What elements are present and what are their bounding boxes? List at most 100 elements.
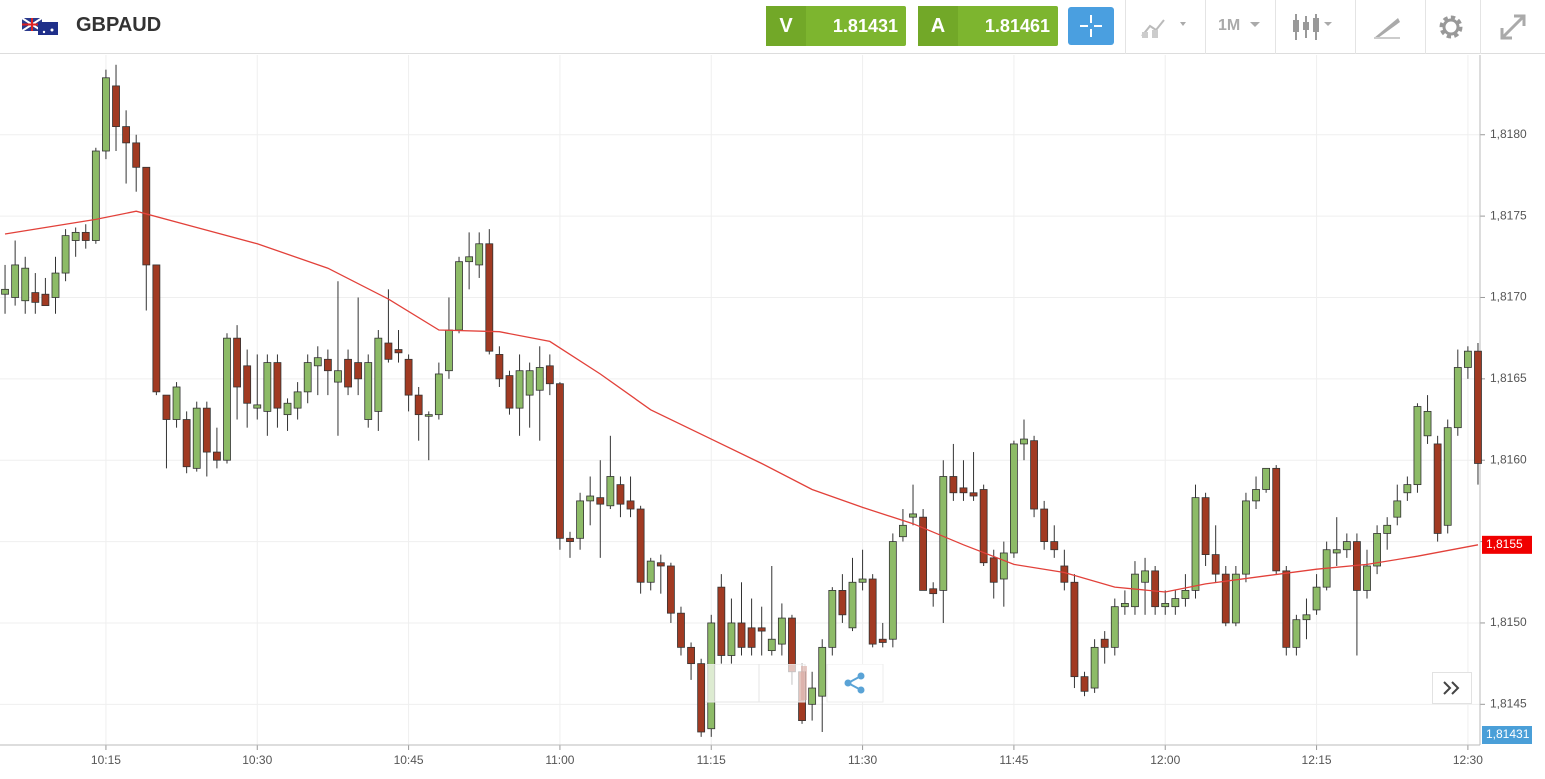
draw-tool-button[interactable]	[1372, 14, 1402, 40]
candle-body	[969, 492, 978, 497]
x-tick-label: 11:45	[999, 753, 1028, 767]
candle-body	[939, 476, 948, 591]
separator	[1425, 0, 1426, 54]
candle-body	[1050, 541, 1059, 551]
candle-body	[656, 562, 665, 567]
candle-body	[344, 358, 352, 388]
flag-icons	[22, 18, 58, 35]
candle-body	[142, 166, 151, 266]
candle-body	[1403, 484, 1412, 494]
candle-body	[999, 552, 1008, 580]
candle-body	[81, 231, 90, 241]
candle-body	[1272, 467, 1281, 572]
price-badge-label: 1,81431	[1486, 727, 1530, 741]
candle-body	[152, 264, 161, 393]
candle-body	[172, 386, 181, 420]
candle-body	[233, 337, 241, 388]
candle-body	[213, 451, 221, 461]
candle-body	[1120, 603, 1129, 608]
candle-body	[636, 508, 645, 583]
candle-body	[545, 365, 554, 385]
candle-body	[1363, 565, 1371, 591]
ask-button[interactable]: A 1.81461	[918, 6, 1058, 46]
candle-body	[434, 373, 443, 416]
candle-body	[858, 578, 867, 583]
candle-body	[1474, 350, 1482, 464]
candle-type-button[interactable]	[1290, 12, 1334, 42]
candle-body	[475, 243, 484, 266]
x-tick-label: 11:30	[848, 753, 877, 767]
candle-body	[848, 581, 857, 629]
candle-body	[485, 243, 494, 352]
candle-body	[182, 419, 191, 468]
x-tick-label: 12:15	[1302, 753, 1332, 767]
candle-body	[1151, 570, 1160, 608]
fullscreen-button[interactable]	[1498, 12, 1528, 42]
candle-body	[1433, 443, 1442, 534]
candle-body	[606, 476, 615, 507]
candle-body	[1413, 406, 1422, 486]
bid-button[interactable]: V 1.81431	[766, 6, 906, 46]
candle-body	[1141, 570, 1149, 583]
ask-price: 1.81461	[984, 16, 1050, 36]
candle-body	[223, 337, 231, 461]
y-tick-label: 1,8150	[1490, 615, 1527, 629]
chart-type-button[interactable]	[1140, 14, 1192, 40]
candle-body	[51, 272, 60, 298]
scroll-right-button[interactable]	[1432, 672, 1472, 704]
candle-body	[838, 590, 847, 616]
overlay-widgets	[705, 664, 884, 703]
candle-body	[1453, 367, 1462, 429]
x-tick-label: 11:00	[545, 753, 574, 767]
candle-body	[1201, 497, 1210, 555]
candle-body	[989, 557, 998, 583]
candle-body	[303, 362, 312, 393]
candle-body	[727, 622, 736, 656]
price-badge-label: 1,8155	[1486, 537, 1523, 551]
candle-body	[41, 293, 50, 307]
candle-body	[626, 500, 635, 510]
candle-body	[132, 142, 141, 168]
candle-body	[1443, 427, 1452, 526]
candle-body	[1373, 533, 1381, 567]
candle-body	[878, 638, 887, 643]
candle-body	[1423, 410, 1432, 437]
candle-body	[1231, 573, 1240, 624]
candle-body	[384, 342, 393, 360]
candle-body	[445, 329, 453, 372]
candle-body	[828, 590, 837, 648]
settings-button[interactable]	[1437, 13, 1465, 41]
x-tick-label: 10:30	[242, 753, 272, 767]
candle-body	[1100, 638, 1109, 648]
x-tick-label: 10:15	[91, 753, 121, 767]
candle-body	[949, 476, 958, 494]
candle-body	[61, 235, 70, 274]
candle-body	[1090, 646, 1099, 689]
candle-body	[909, 513, 917, 518]
timeframe-button[interactable]: 1M	[1218, 17, 1241, 34]
moving-average-line	[4, 210, 1479, 593]
crosshair-button[interactable]	[1068, 7, 1114, 45]
candle-body	[102, 77, 110, 152]
candle-body	[495, 354, 504, 380]
candle-body	[112, 85, 120, 128]
candle-body	[1211, 554, 1220, 575]
y-tick-label: 1,8160	[1490, 452, 1527, 466]
y-tick-label: 1,8145	[1490, 696, 1527, 710]
price-badge	[1482, 726, 1532, 744]
candle-body	[757, 627, 766, 632]
separator	[1480, 0, 1481, 54]
candle-body	[616, 484, 625, 505]
candle-body	[1252, 489, 1260, 502]
candle-body	[1010, 443, 1018, 554]
x-tick-label: 12:00	[1150, 753, 1180, 767]
candle-body	[888, 541, 897, 640]
candle-body	[1131, 573, 1139, 608]
candle-body	[202, 407, 211, 453]
candle-body	[1030, 440, 1038, 510]
candle-body	[1080, 676, 1089, 692]
candle-body	[747, 627, 756, 648]
candle-body	[919, 516, 928, 591]
candle-body	[1332, 549, 1341, 554]
